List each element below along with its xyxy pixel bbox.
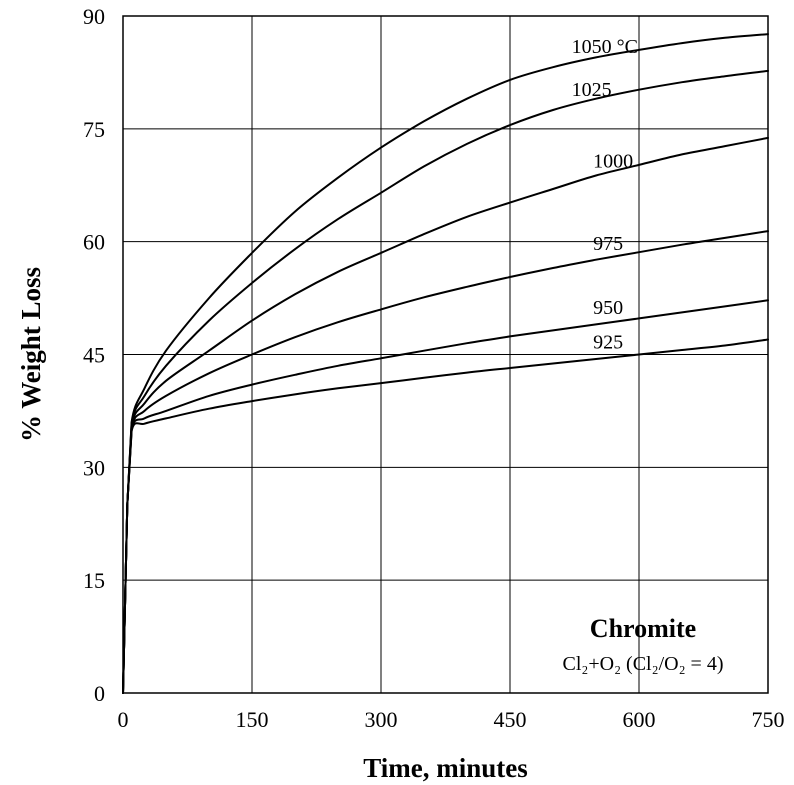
- series-curves: [122, 33, 769, 694]
- series-line: [122, 33, 769, 694]
- series-label: 1050 °C: [572, 36, 638, 58]
- series-label: 1000: [593, 151, 633, 173]
- annotation-subtitle: Cl₂+O₂ (Cl₂/O₂ = 4): [562, 653, 723, 675]
- series-line: [122, 230, 769, 694]
- annotation-title: Chromite: [590, 614, 696, 643]
- x-tick-label: 450: [494, 707, 527, 732]
- series-line: [122, 69, 769, 694]
- x-axis-title: Time, minutes: [363, 753, 528, 783]
- x-tick-label: 750: [752, 707, 785, 732]
- x-tick-label: 600: [623, 707, 656, 732]
- x-tick-label: 0: [118, 707, 129, 732]
- plot-frame: [122, 15, 769, 694]
- series-label: 925: [593, 331, 623, 353]
- x-tick-label: 150: [236, 707, 269, 732]
- x-tick-label: 300: [365, 707, 398, 732]
- y-tick-label: 0: [94, 681, 105, 706]
- series-line: [122, 299, 769, 694]
- series-labels: 1050 °C 1025 1000 975 950 925: [572, 36, 638, 353]
- y-tick-label: 75: [83, 117, 105, 142]
- y-tick-label: 45: [83, 343, 105, 368]
- y-tick-label: 15: [83, 568, 105, 593]
- y-axis-title: % Weight Loss: [16, 267, 46, 442]
- series-label: 950: [593, 297, 623, 319]
- y-tick-label: 60: [83, 230, 105, 255]
- y-tick-label: 30: [83, 455, 105, 480]
- series-line: [122, 338, 769, 694]
- tick-labels: 0 150 300 450 600 750 0 15 30 45 60 75 90: [83, 4, 785, 732]
- series-label: 975: [593, 233, 623, 255]
- y-tick-label: 90: [83, 4, 105, 29]
- grid-lines: [123, 16, 768, 693]
- series-label: 1025: [572, 79, 612, 101]
- series-line: [122, 136, 769, 694]
